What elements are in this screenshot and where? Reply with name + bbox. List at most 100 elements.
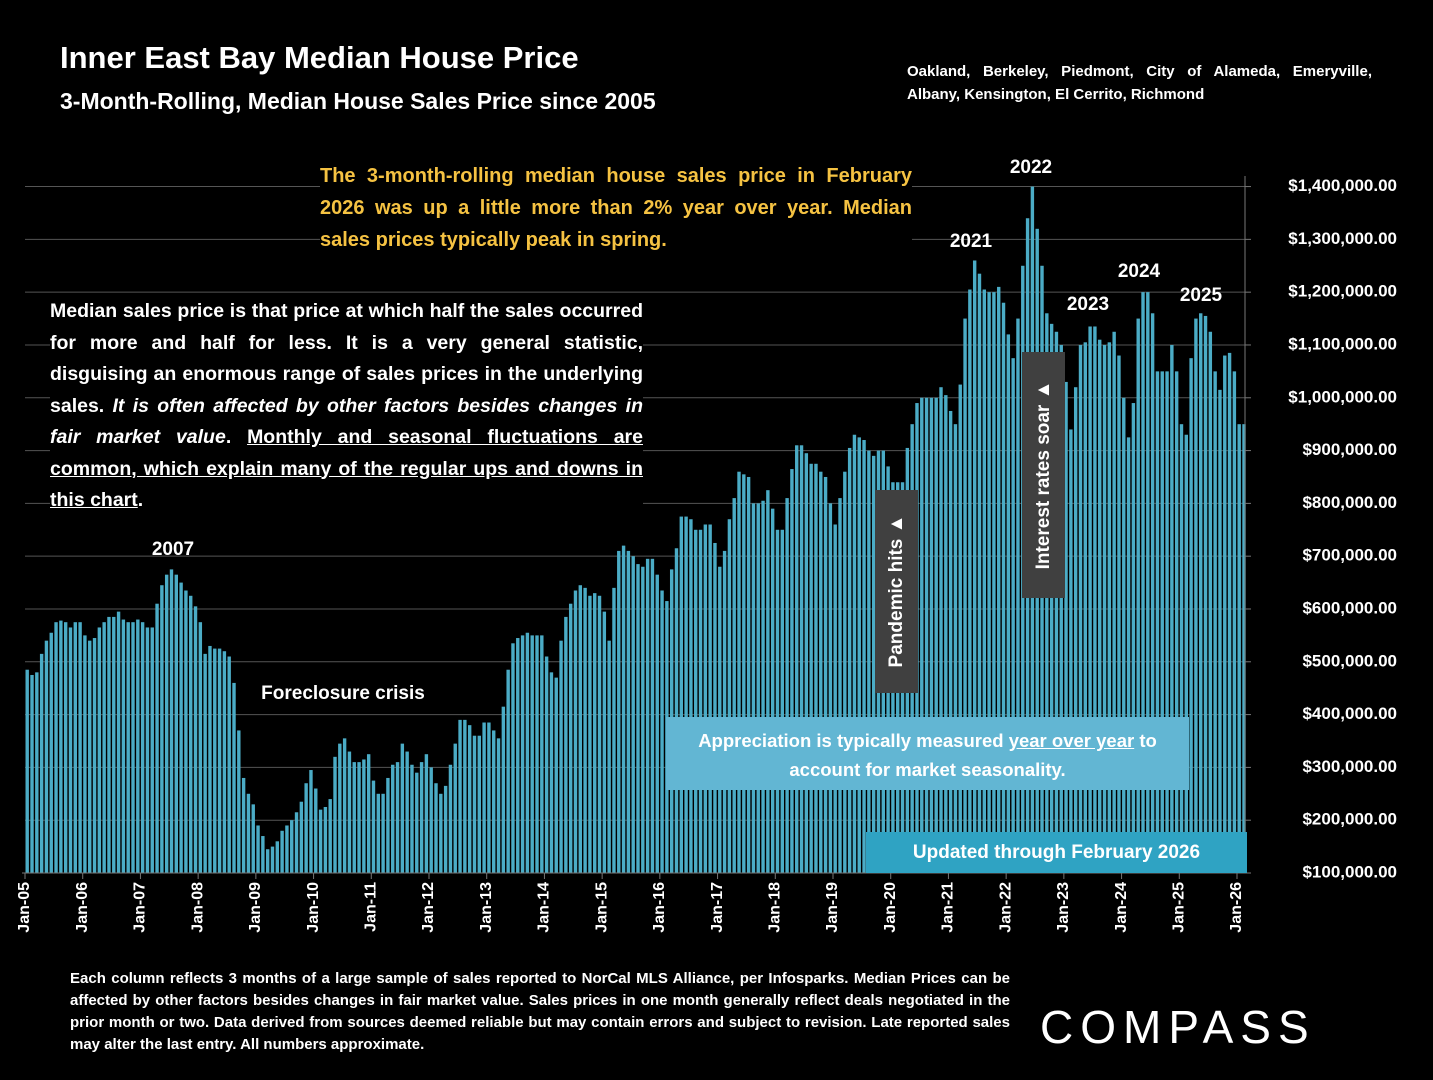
bar	[727, 519, 732, 873]
bar	[568, 603, 573, 873]
bar	[1203, 315, 1208, 873]
bar	[1208, 331, 1213, 874]
bar	[371, 780, 376, 873]
bar	[145, 627, 150, 873]
bar	[366, 754, 371, 873]
y-tick-label: $1,100,000.00	[1288, 334, 1397, 353]
bar	[1194, 318, 1198, 873]
bar	[847, 447, 852, 873]
bar	[241, 777, 246, 873]
bar	[862, 440, 866, 873]
x-tick-label: Jan-11	[363, 882, 380, 932]
bar	[59, 620, 63, 873]
bar	[1126, 437, 1131, 873]
bar	[1098, 339, 1102, 873]
bar	[261, 836, 265, 873]
bar	[347, 751, 352, 873]
bar	[193, 606, 198, 873]
bar	[924, 397, 929, 873]
bar	[314, 788, 318, 873]
region-note: Oakland, Berkeley, Piedmont, City of Ala…	[907, 63, 1372, 103]
x-tick-label: Jan-14	[536, 882, 553, 933]
bar	[323, 806, 328, 873]
bar	[49, 632, 53, 873]
bar	[30, 674, 34, 873]
bar	[174, 574, 178, 873]
bar	[799, 445, 804, 873]
bar	[871, 455, 876, 873]
bar	[713, 542, 717, 873]
bar	[544, 656, 549, 873]
bar	[1199, 313, 1203, 874]
bar	[809, 463, 813, 873]
bar	[116, 611, 121, 873]
bar	[304, 783, 308, 873]
bar	[674, 548, 679, 873]
bar	[997, 286, 1001, 873]
bar	[487, 722, 491, 873]
bar	[1102, 344, 1107, 873]
headline-note: The 3-month-rolling median house sales p…	[320, 160, 912, 256]
footnote: Each column reflects 3 months of a large…	[70, 970, 1010, 1053]
bar	[472, 735, 477, 873]
bar	[1155, 371, 1160, 873]
bar	[448, 764, 453, 873]
bar	[386, 777, 390, 873]
bar	[564, 616, 568, 873]
bar	[164, 574, 169, 873]
bar	[179, 582, 183, 873]
bar	[650, 558, 655, 873]
bar	[963, 318, 967, 873]
bar	[318, 809, 323, 873]
bar	[559, 640, 563, 873]
bar	[597, 595, 602, 873]
y-tick-label: $900,000.00	[1302, 440, 1397, 459]
body-text: .	[137, 489, 144, 511]
bar	[1059, 344, 1063, 873]
bar	[73, 622, 77, 873]
bar	[217, 648, 222, 873]
bar	[732, 498, 736, 873]
bar	[439, 793, 443, 873]
bar	[102, 622, 106, 873]
bar	[708, 524, 712, 873]
bar	[1049, 323, 1054, 873]
bar	[443, 785, 448, 873]
x-tick-label: Jan-18	[767, 882, 784, 933]
x-tick-label: Jan-23	[1055, 882, 1072, 933]
bar	[63, 622, 68, 873]
bar	[1093, 326, 1097, 873]
bar	[1064, 381, 1068, 873]
bar	[270, 846, 275, 873]
y-tick-label: $700,000.00	[1302, 546, 1397, 565]
bar	[804, 453, 809, 873]
bar	[617, 550, 621, 873]
bar	[35, 672, 39, 873]
x-tick-label: Jan-15	[593, 882, 610, 933]
bar	[467, 725, 472, 873]
note-text: to account for market seasonality.	[789, 730, 1157, 780]
y-tick-label: $400,000.00	[1302, 704, 1397, 723]
bar	[540, 635, 544, 873]
bar	[203, 653, 207, 873]
bar	[766, 490, 770, 873]
bar	[1242, 424, 1246, 873]
bar	[972, 260, 977, 873]
bar	[761, 500, 765, 873]
y-tick-label: $600,000.00	[1302, 598, 1397, 617]
annotation: 2025	[1180, 285, 1223, 306]
bar	[357, 762, 361, 873]
bar	[968, 289, 972, 874]
bar	[819, 471, 823, 873]
x-tick-label: Jan-20	[882, 882, 899, 933]
bar	[535, 635, 539, 873]
bar	[405, 751, 409, 873]
bar	[684, 516, 688, 873]
x-tick-label: Jan-22	[997, 882, 1014, 933]
bar	[275, 841, 279, 873]
bar	[593, 593, 597, 873]
bar	[722, 550, 727, 873]
annotation: Foreclosure crisis	[261, 683, 425, 704]
bar	[136, 619, 140, 873]
bar	[645, 558, 650, 873]
